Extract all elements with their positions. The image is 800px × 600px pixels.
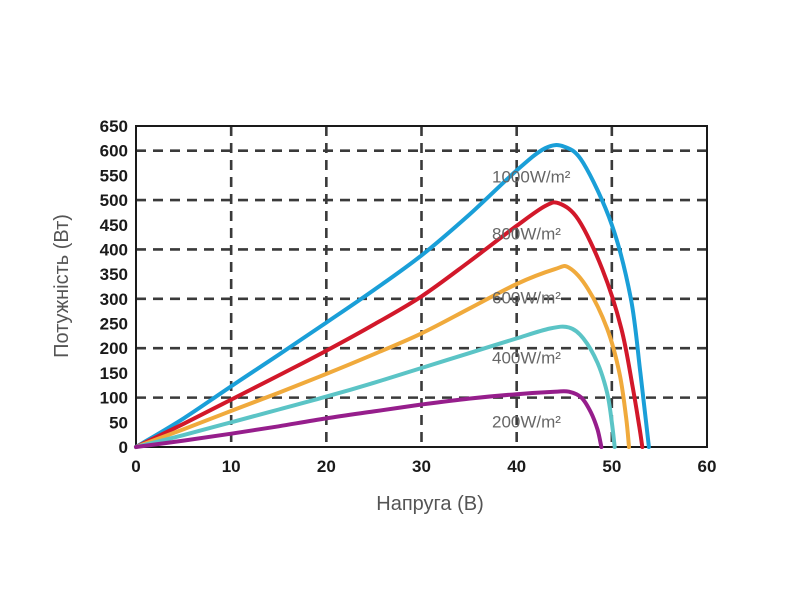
series-line-2: [134, 264, 631, 449]
y-tick-label: 600: [100, 142, 128, 161]
series-line-0: [134, 143, 651, 449]
y-tick-label: 150: [100, 364, 128, 383]
y-tick-label: 0: [119, 438, 128, 457]
series-line-4: [134, 389, 604, 449]
x-tick-label: 60: [698, 457, 717, 476]
y-axis-title: Потужність (Вт): [51, 214, 73, 358]
y-tick-label: 200: [100, 339, 128, 358]
x-tick-label: 0: [131, 457, 140, 476]
series-label-2: 600W/m²: [492, 289, 561, 308]
x-tick-label: 50: [602, 457, 621, 476]
series-label-0: 1000W/m²: [492, 168, 571, 187]
series-label-1: 800W/m²: [492, 225, 561, 244]
y-tick-label: 100: [100, 389, 128, 408]
y-tick-label: 650: [100, 117, 128, 136]
plot-area-frame: [135, 125, 708, 448]
x-tick-label: 30: [412, 457, 431, 476]
y-tick-label: 50: [109, 413, 128, 432]
x-tick-label: 40: [507, 457, 526, 476]
series-labels: 1000W/m² 800W/m² 600W/m² 400W/m² 200W/m²: [492, 168, 571, 432]
series-line-3: [134, 324, 617, 449]
y-tick-label: 400: [100, 240, 128, 259]
series-lines: [134, 143, 651, 449]
y-tick-label: 250: [100, 315, 128, 334]
y-tick-label: 350: [100, 265, 128, 284]
series-label-3: 400W/m²: [492, 348, 561, 367]
y-axis-ticks: 0 50 100 150 200 250 300 350 400 450 500 550 600 650: [100, 117, 128, 457]
x-axis-ticks: 0 10 20 30 40 50 60: [131, 457, 716, 476]
series-label-4: 200W/m²: [492, 413, 561, 432]
x-axis-title: Напруга (В): [376, 493, 484, 515]
series-line-1: [134, 200, 645, 449]
x-tick-label: 20: [317, 457, 336, 476]
y-tick-label: 500: [100, 191, 128, 210]
x-tick-label: 10: [222, 457, 241, 476]
y-tick-label: 550: [100, 166, 128, 185]
y-tick-label: 300: [100, 290, 128, 309]
grid: [136, 126, 707, 447]
y-tick-label: 450: [100, 216, 128, 235]
